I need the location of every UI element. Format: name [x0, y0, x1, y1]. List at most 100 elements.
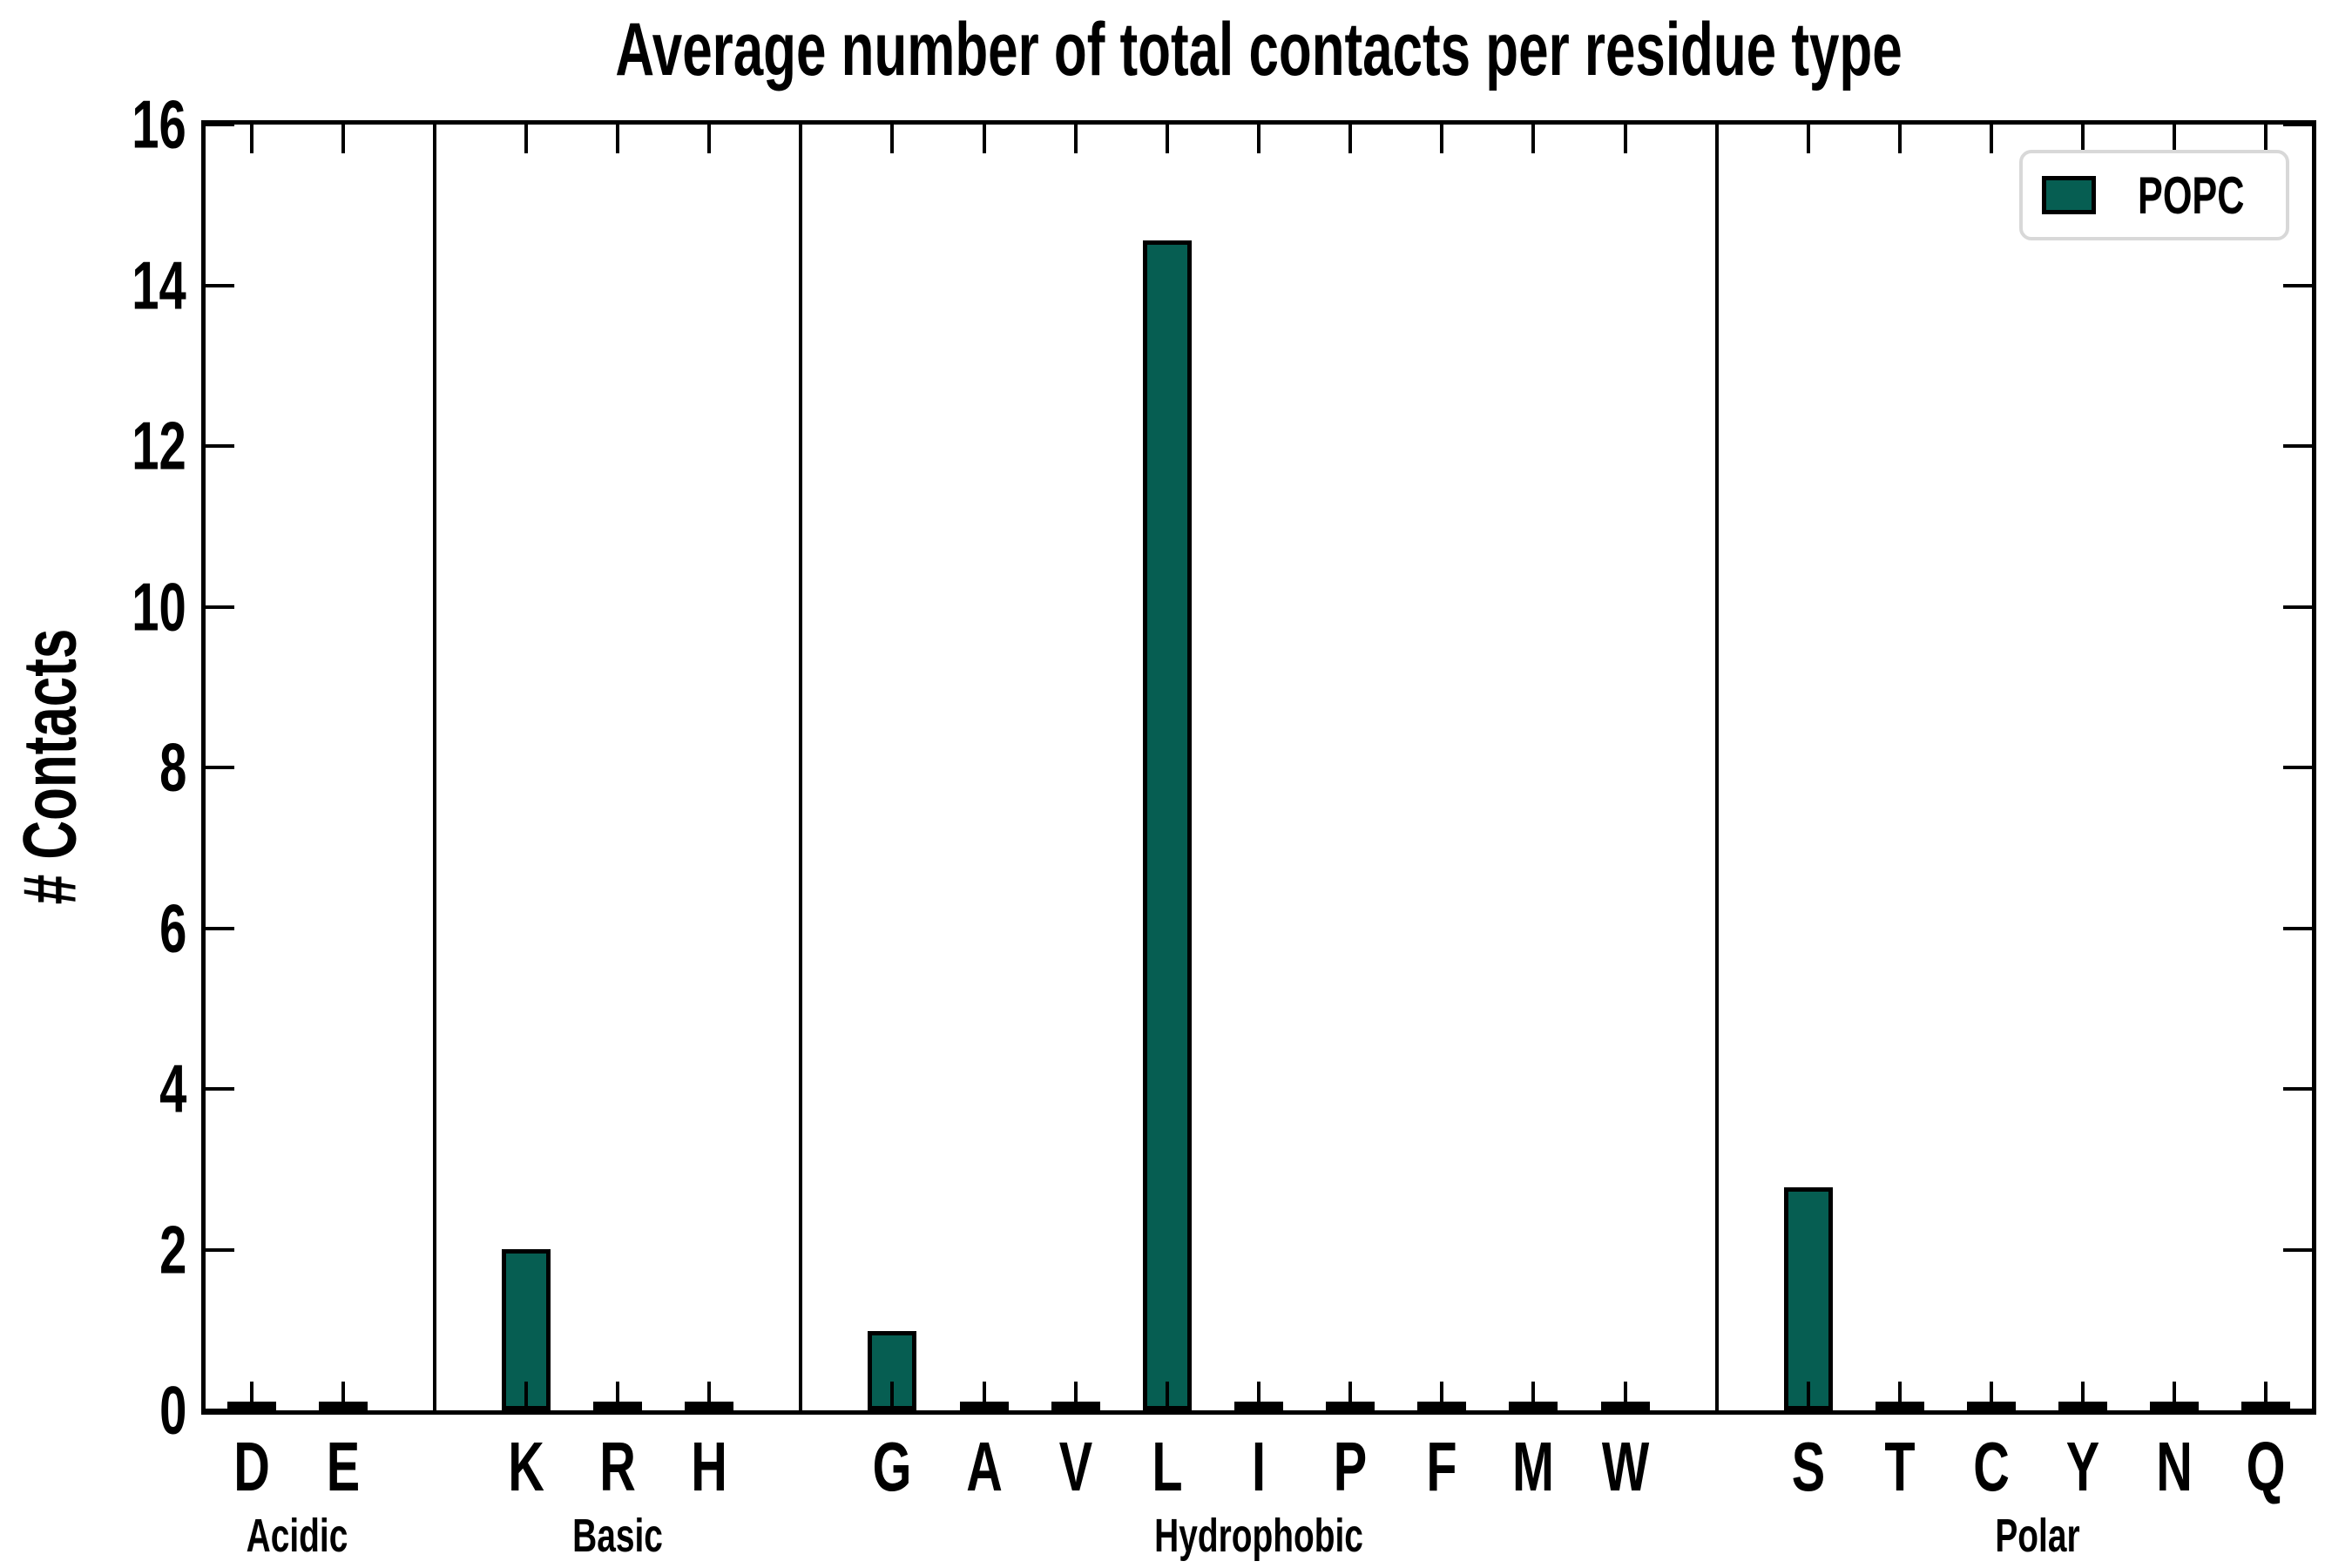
- y-tick-right-4: [2283, 1087, 2312, 1091]
- x-tick-bottom-E: [341, 1382, 345, 1410]
- group-label-polar: Polar: [1995, 1510, 2080, 1562]
- y-tick-right-16: [2283, 123, 2312, 126]
- x-tick-bottom-P: [1348, 1382, 1352, 1410]
- y-tick-left-16: [206, 123, 234, 126]
- x-tick-top-H: [707, 125, 711, 153]
- x-tick-bottom-R: [616, 1382, 619, 1410]
- plot-area: [201, 120, 2316, 1415]
- y-tick-right-10: [2283, 605, 2312, 609]
- group-separator: [1714, 125, 1719, 1410]
- x-tick-label-E: E: [326, 1428, 361, 1505]
- x-tick-bottom-F: [1440, 1382, 1443, 1410]
- x-tick-top-C: [1990, 125, 1993, 153]
- x-tick-top-N: [2173, 125, 2176, 153]
- y-tick-left-4: [206, 1087, 234, 1091]
- x-tick-label-L: L: [1152, 1428, 1183, 1505]
- y-tick-right-8: [2283, 766, 2312, 769]
- x-tick-label-N: N: [2156, 1428, 2193, 1505]
- x-tick-label-T: T: [1884, 1428, 1916, 1505]
- y-tick-label-10: 10: [132, 568, 186, 645]
- x-tick-bottom-V: [1074, 1382, 1078, 1410]
- x-tick-bottom-W: [1624, 1382, 1627, 1410]
- y-tick-left-0: [206, 1409, 234, 1412]
- x-tick-top-T: [1898, 125, 1902, 153]
- x-tick-bottom-A: [983, 1382, 986, 1410]
- x-tick-label-I: I: [1251, 1428, 1267, 1505]
- x-tick-top-R: [616, 125, 619, 153]
- x-tick-label-W: W: [1601, 1428, 1650, 1505]
- x-tick-label-S: S: [1791, 1428, 1826, 1505]
- x-tick-bottom-C: [1990, 1382, 1993, 1410]
- x-tick-bottom-G: [890, 1382, 894, 1410]
- y-tick-left-12: [206, 444, 234, 448]
- x-tick-top-M: [1531, 125, 1535, 153]
- y-tick-right-0: [2283, 1409, 2312, 1412]
- y-tick-label-4: 4: [159, 1050, 186, 1127]
- x-tick-bottom-K: [524, 1382, 528, 1410]
- group-separator: [799, 125, 803, 1410]
- x-tick-bottom-I: [1257, 1382, 1260, 1410]
- y-tick-label-16: 16: [132, 85, 186, 163]
- group-label-hydrophobic: Hydrophobic: [1154, 1510, 1363, 1562]
- y-tick-label-12: 12: [132, 407, 186, 484]
- x-tick-top-P: [1348, 125, 1352, 153]
- x-tick-bottom-L: [1166, 1382, 1169, 1410]
- x-tick-top-E: [341, 125, 345, 153]
- y-tick-label-6: 6: [159, 889, 186, 967]
- y-tick-left-6: [206, 927, 234, 930]
- y-tick-right-12: [2283, 444, 2312, 448]
- x-tick-label-C: C: [1973, 1428, 2010, 1505]
- x-tick-label-H: H: [691, 1428, 727, 1505]
- y-tick-right-14: [2283, 284, 2312, 287]
- x-tick-label-A: A: [966, 1428, 1003, 1505]
- group-label-basic: Basic: [572, 1510, 663, 1562]
- group-separator: [432, 125, 436, 1410]
- x-tick-label-G: G: [872, 1428, 912, 1505]
- x-tick-top-K: [524, 125, 528, 153]
- x-tick-label-D: D: [233, 1428, 270, 1505]
- x-tick-label-R: R: [599, 1428, 636, 1505]
- group-label-acidic: Acidic: [246, 1510, 348, 1562]
- chart-title: Average number of total contacts per res…: [615, 8, 1903, 91]
- x-tick-label-P: P: [1333, 1428, 1368, 1505]
- x-tick-bottom-M: [1531, 1382, 1535, 1410]
- x-tick-top-L: [1166, 125, 1169, 153]
- y-axis-label: # Contacts: [8, 628, 92, 905]
- x-tick-label-Y: Y: [2065, 1428, 2100, 1505]
- y-tick-right-6: [2283, 927, 2312, 930]
- x-tick-top-I: [1257, 125, 1260, 153]
- x-tick-top-S: [1807, 125, 1810, 153]
- x-tick-bottom-T: [1898, 1382, 1902, 1410]
- x-tick-top-F: [1440, 125, 1443, 153]
- y-tick-left-10: [206, 605, 234, 609]
- y-tick-left-8: [206, 766, 234, 769]
- y-tick-label-0: 0: [159, 1371, 186, 1449]
- legend: POPC: [2019, 150, 2289, 240]
- x-tick-top-A: [983, 125, 986, 153]
- bar-S: [1784, 1187, 1833, 1410]
- x-tick-top-Y: [2081, 125, 2085, 153]
- x-tick-bottom-H: [707, 1382, 711, 1410]
- y-tick-left-2: [206, 1248, 234, 1252]
- x-tick-bottom-Q: [2264, 1382, 2268, 1410]
- x-tick-label-F: F: [1426, 1428, 1457, 1505]
- y-tick-label-2: 2: [159, 1211, 186, 1288]
- legend-label: POPC: [2137, 166, 2245, 225]
- x-tick-top-V: [1074, 125, 1078, 153]
- x-tick-top-D: [250, 125, 253, 153]
- x-tick-label-M: M: [1512, 1428, 1554, 1505]
- x-tick-label-K: K: [508, 1428, 544, 1505]
- x-tick-bottom-D: [250, 1382, 253, 1410]
- y-tick-left-14: [206, 284, 234, 287]
- x-tick-bottom-N: [2173, 1382, 2176, 1410]
- x-tick-top-W: [1624, 125, 1627, 153]
- x-tick-label-V: V: [1058, 1428, 1093, 1505]
- x-tick-label-Q: Q: [2246, 1428, 2286, 1505]
- y-tick-right-2: [2283, 1248, 2312, 1252]
- x-tick-bottom-S: [1807, 1382, 1810, 1410]
- x-tick-top-G: [890, 125, 894, 153]
- x-tick-bottom-Y: [2081, 1382, 2085, 1410]
- bar-L: [1143, 240, 1192, 1410]
- y-tick-label-8: 8: [159, 728, 186, 806]
